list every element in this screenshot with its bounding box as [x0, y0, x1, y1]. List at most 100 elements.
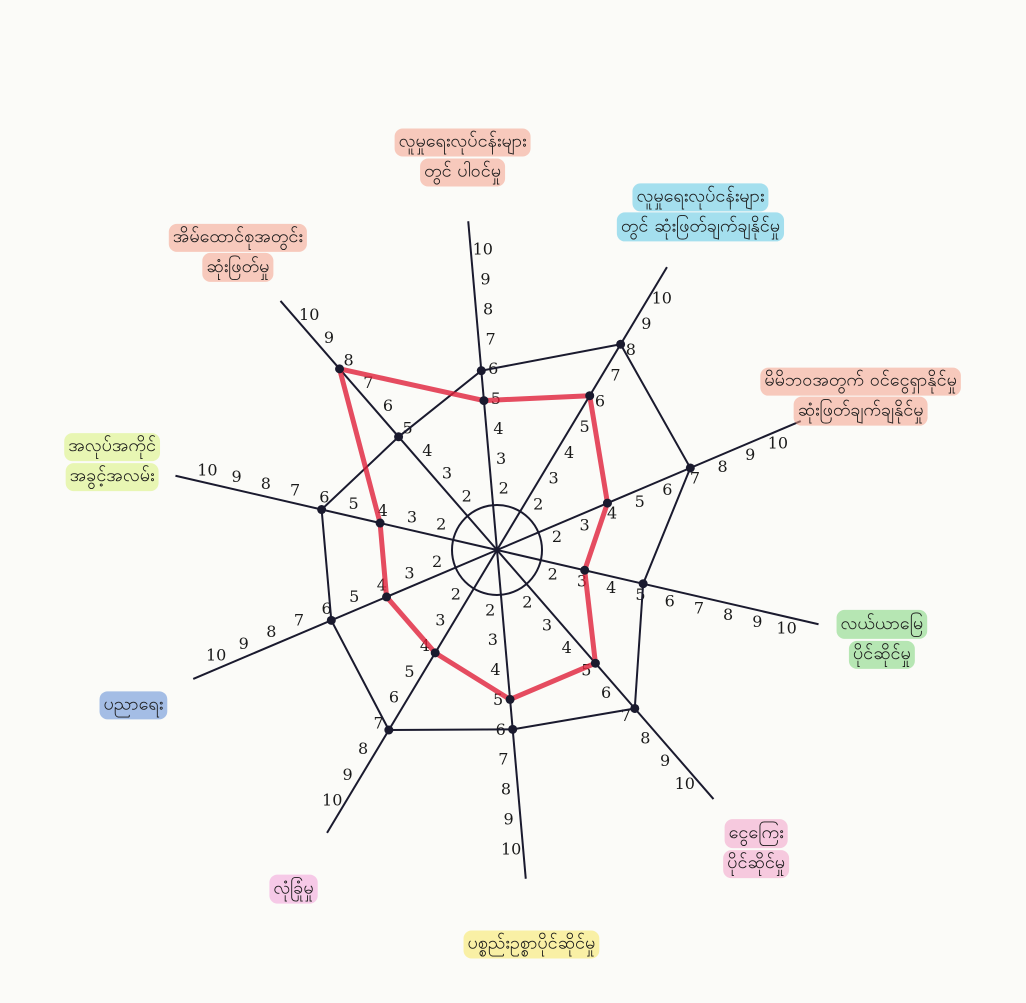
series-point — [382, 592, 391, 601]
r-tick-label: 9 — [641, 314, 651, 333]
r-tick-label: 6 — [383, 396, 393, 415]
r-tick-label: 10 — [206, 646, 226, 665]
r-tick-label: 2 — [522, 593, 532, 612]
axis-label: တွင် ဆုံးဖြတ်ချက်ချနိုင်မှု — [621, 214, 780, 239]
r-tick-label: 3 — [549, 469, 559, 488]
axis-label: လယ်ယာမြေ — [841, 612, 924, 637]
r-tick-label: 7 — [290, 481, 300, 500]
axis-label: ဆုံးဖြတ်ချက်ချနိုင်မှု — [798, 399, 924, 424]
axis-line — [497, 550, 819, 624]
axis-label: လုံခြုံမှု — [273, 877, 313, 902]
r-tick-label: 6 — [665, 592, 675, 611]
r-tick-label: 8 — [718, 457, 728, 476]
series-point — [616, 340, 625, 349]
r-tick-label: 9 — [503, 810, 513, 829]
r-tick-label: 8 — [501, 780, 511, 799]
r-tick-label: 8 — [640, 729, 650, 748]
r-tick-label: 3 — [435, 610, 445, 629]
r-tick-label: 5 — [579, 417, 589, 436]
series-point — [585, 391, 594, 400]
axis-line — [193, 550, 497, 679]
r-tick-label: 2 — [432, 552, 442, 571]
r-tick-label: 9 — [660, 751, 670, 770]
r-tick-label: 10 — [652, 289, 672, 308]
series-point — [327, 616, 336, 625]
series-point — [335, 364, 344, 373]
r-tick-label: 10 — [675, 774, 695, 793]
axis-label: လူမှုရေးလုပ်ငန်းများ — [636, 185, 764, 209]
r-tick-label: 10 — [322, 790, 342, 809]
axis-label: ဆုံးဖြတ်မှု — [206, 255, 269, 280]
r-tick-label: 3 — [442, 464, 452, 483]
series-point — [317, 505, 326, 514]
r-tick-label: 9 — [239, 634, 249, 653]
series-point — [431, 648, 440, 657]
r-tick-label: 2 — [548, 565, 558, 584]
series-point — [603, 499, 612, 508]
axis-label: ပစ္စည်းဥစ္စာပိုင်ဆိုင်မှု — [468, 932, 596, 956]
r-tick-label: 2 — [436, 514, 446, 533]
r-tick-label: 3 — [407, 508, 417, 527]
r-tick-label: 5 — [635, 492, 645, 511]
r-tick-label: 2 — [451, 585, 461, 604]
series-point — [580, 566, 589, 575]
r-tick-label: 4 — [562, 638, 572, 657]
r-tick-label: 3 — [496, 449, 506, 468]
r-tick-label: 5 — [349, 587, 359, 606]
series-point — [686, 463, 695, 472]
axis-label: ငွေကြေး — [729, 821, 784, 846]
series-point — [384, 726, 393, 735]
r-tick-label: 4 — [490, 660, 500, 679]
r-tick-label: 10 — [776, 619, 796, 638]
r-tick-label: 3 — [404, 564, 414, 583]
axis-label: အလုပ်အကိုင် — [68, 435, 156, 459]
r-tick-label: 6 — [601, 683, 611, 702]
series-point — [376, 519, 385, 528]
r-tick-label: 2 — [485, 600, 495, 619]
axis-line — [175, 476, 497, 550]
axis-label: လူမှုရေးလုပ်ငန်းများ — [399, 131, 527, 155]
series-point — [591, 659, 600, 668]
r-tick-label: 10 — [197, 460, 217, 479]
r-tick-label: 4 — [493, 419, 503, 438]
r-tick-label: 10 — [473, 240, 493, 259]
series-point — [394, 432, 403, 441]
axis-label: အိမ်ထောင်စုအတွင်း — [173, 226, 303, 250]
r-tick-label: 2 — [499, 479, 509, 498]
r-tick-label: 9 — [232, 467, 242, 486]
series-point — [508, 725, 517, 734]
r-tick-label: 2 — [462, 486, 472, 505]
series-line — [322, 344, 691, 730]
r-tick-label: 7 — [486, 329, 496, 348]
axis-label: အခွင့်အလမ်း — [70, 465, 155, 489]
r-tick-label: 4 — [606, 578, 616, 597]
r-tick-label: 9 — [480, 269, 490, 288]
r-tick-label: 3 — [488, 630, 498, 649]
r-tick-label: 7 — [610, 366, 620, 385]
series-point — [479, 396, 488, 405]
r-tick-label: 8 — [483, 299, 493, 318]
axis-label: ပညာရေး — [104, 693, 164, 717]
axis-label: ပိုင်ဆိုင်မှု — [853, 643, 911, 667]
axis-label: မိမိဘဝအတွက် ဝင်ငွေရှာနိုင်မှု — [764, 370, 957, 394]
series-point — [506, 695, 515, 704]
r-tick-label: 6 — [595, 391, 605, 410]
r-tick-label: 9 — [343, 765, 353, 784]
r-tick-label: 10 — [501, 839, 521, 858]
r-tick-label: 3 — [579, 515, 589, 534]
r-tick-label: 8 — [266, 622, 276, 641]
r-tick-label: 8 — [344, 350, 354, 369]
r-tick-label: 4 — [564, 443, 574, 462]
r-tick-label: 8 — [261, 474, 271, 493]
r-tick-label: 8 — [358, 739, 368, 758]
series-point — [630, 704, 639, 713]
series-point — [477, 366, 486, 375]
r-tick-label: 6 — [662, 480, 672, 499]
axis-label: တွင် ပါဝင်မှု — [424, 161, 501, 185]
r-tick-label: 7 — [294, 611, 304, 630]
axis-line — [497, 421, 801, 550]
r-tick-label: 4 — [422, 441, 432, 460]
axis-label: ပိုင်ဆိုင်မှု — [727, 852, 785, 876]
r-tick-label: 8 — [723, 605, 733, 624]
r-tick-label: 5 — [348, 494, 358, 513]
